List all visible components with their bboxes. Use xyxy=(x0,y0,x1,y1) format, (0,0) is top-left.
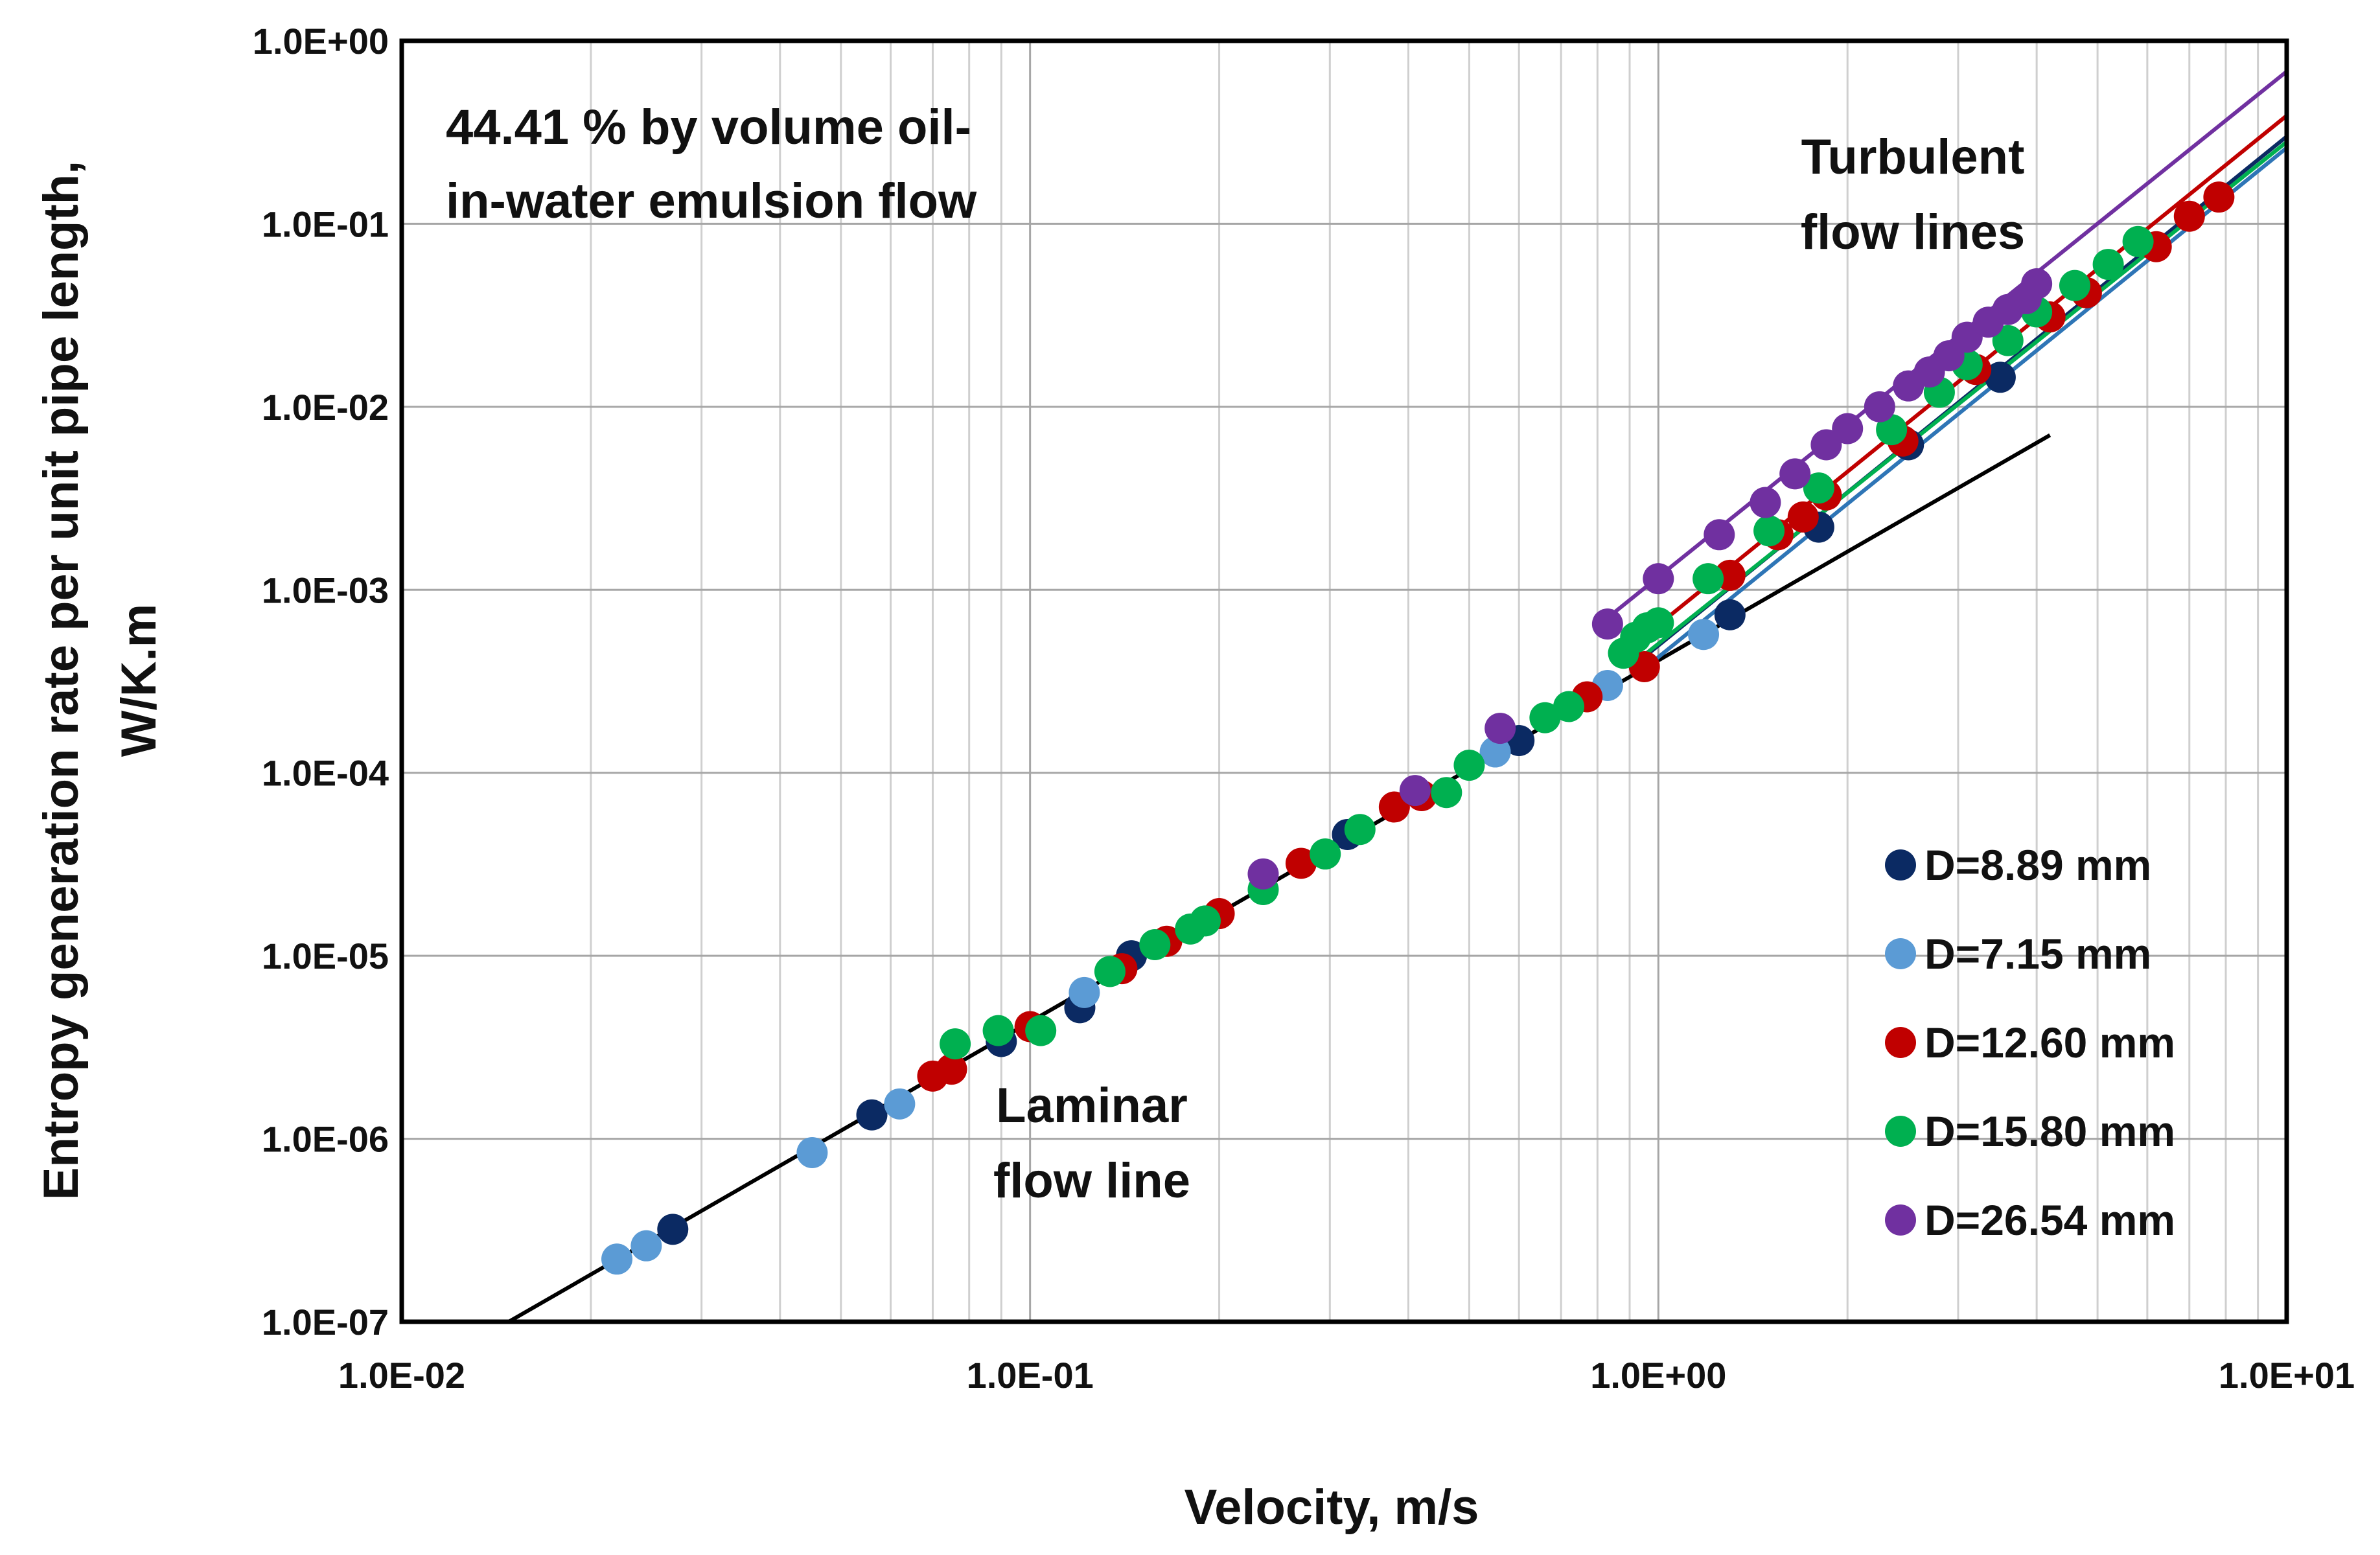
turbulent-label-line1: Turbulent xyxy=(1801,130,2025,185)
y-tick-label: 1.0E-05 xyxy=(262,936,389,976)
y-tick-label: 1.0E+00 xyxy=(253,21,389,62)
x-tick-label: 1.0E+01 xyxy=(2219,1355,2355,1396)
y-axis-title-line1: Entropy generation rate per unit pipe le… xyxy=(34,161,89,1201)
x-axis-title: Velocity, m/s xyxy=(1184,1480,1479,1535)
legend-label: D=12.60 mm xyxy=(1924,1019,2175,1066)
legend-marker xyxy=(1885,938,1916,969)
data-point-series-4 xyxy=(1803,472,1834,504)
data-point-series-3 xyxy=(1285,847,1317,879)
plot-frame xyxy=(399,38,2289,1324)
data-point-series-3 xyxy=(1787,501,1819,533)
legend-label: D=26.54 mm xyxy=(1924,1196,2175,1244)
grid xyxy=(400,41,2287,1322)
data-point-series-5 xyxy=(1399,775,1431,807)
data-point-series-5 xyxy=(1779,458,1811,490)
data-point-series-5 xyxy=(2021,268,2053,300)
y-tick-label: 1.0E-02 xyxy=(262,387,389,428)
data-point-series-3 xyxy=(936,1054,967,1085)
data-point-series-4 xyxy=(1693,563,1724,595)
data-point-series-4 xyxy=(1025,1015,1057,1046)
data-point-series-2 xyxy=(1688,619,1720,651)
y-tick-label: 1.0E-03 xyxy=(262,570,389,610)
data-points xyxy=(601,181,2235,1275)
data-point-series-1 xyxy=(856,1099,888,1131)
data-point-series-4 xyxy=(1431,777,1462,809)
y-tick-label: 1.0E-06 xyxy=(262,1119,389,1160)
data-point-series-5 xyxy=(1832,413,1864,444)
data-point-series-4 xyxy=(1643,607,1674,639)
data-point-series-4 xyxy=(1992,325,2024,356)
data-point-series-4 xyxy=(2092,249,2124,281)
data-point-series-5 xyxy=(1591,608,1623,640)
data-point-series-3 xyxy=(2173,200,2205,232)
y-tick-label: 1.0E-01 xyxy=(262,203,389,244)
chart-title-line1: 44.41 % by volume oil- xyxy=(446,100,971,155)
data-point-series-4 xyxy=(2122,225,2154,257)
legend-label: D=8.89 mm xyxy=(1924,841,2151,889)
legend-marker xyxy=(1885,1116,1916,1147)
x-tick-label: 1.0E-01 xyxy=(967,1355,1094,1396)
data-point-series-4 xyxy=(1529,702,1561,733)
fit-line xyxy=(1634,146,2288,677)
laminar-label-line2: flow line xyxy=(993,1153,1190,1208)
legend-marker xyxy=(1885,1027,1916,1058)
data-point-series-5 xyxy=(1643,563,1674,595)
legend-marker xyxy=(1885,849,1916,881)
data-point-series-1 xyxy=(1984,362,2016,393)
x-tick-label: 1.0E+00 xyxy=(1590,1355,1726,1396)
y-axis-title-line2: W/K.m xyxy=(111,604,167,757)
data-point-series-1 xyxy=(1714,599,1746,630)
data-point-series-5 xyxy=(1247,858,1279,890)
data-point-series-4 xyxy=(1876,414,1908,446)
turbulent-label-line2: flow lines xyxy=(1801,205,2025,260)
data-point-series-4 xyxy=(1189,905,1221,937)
y-tick-label: 1.0E-07 xyxy=(262,1302,389,1342)
legend-label: D=7.15 mm xyxy=(1924,930,2151,978)
data-point-series-5 xyxy=(1810,429,1842,461)
data-point-series-2 xyxy=(796,1136,828,1168)
data-point-series-4 xyxy=(982,1015,1014,1046)
data-point-series-4 xyxy=(1753,515,1785,547)
data-point-series-4 xyxy=(1310,838,1341,870)
data-point-series-4 xyxy=(1094,956,1126,987)
data-point-series-4 xyxy=(1344,814,1376,846)
data-point-series-3 xyxy=(2203,181,2235,213)
data-point-series-4 xyxy=(1139,929,1171,960)
data-point-series-5 xyxy=(1485,713,1516,744)
x-tick-label: 1.0E-02 xyxy=(338,1355,465,1396)
legend-label: D=15.80 mm xyxy=(1924,1107,2175,1155)
data-point-series-4 xyxy=(1453,750,1485,781)
data-point-series-4 xyxy=(1553,691,1584,722)
data-point-series-2 xyxy=(1479,736,1511,768)
legend: D=8.89 mm D=7.15 mm D=12.60 mm D=15.80 mm D=… xyxy=(1885,841,2175,1244)
laminar-label-line1: Laminar xyxy=(996,1078,1188,1133)
y-tick-label: 1.0E-04 xyxy=(262,753,389,794)
data-point-series-4 xyxy=(940,1028,971,1060)
data-point-series-2 xyxy=(630,1230,662,1261)
legend-marker xyxy=(1885,1204,1916,1236)
data-point-series-1 xyxy=(657,1214,689,1245)
data-point-series-5 xyxy=(1750,487,1781,518)
data-point-series-2 xyxy=(601,1243,633,1275)
data-point-series-5 xyxy=(1704,519,1735,551)
data-point-series-2 xyxy=(884,1088,916,1120)
tick-labels: 1.0E-02 1.0E-01 1.0E+00 1.0E+01 1.0E+00 1.0E-… xyxy=(253,21,2355,1396)
data-point-series-4 xyxy=(2059,270,2090,301)
data-point-series-5 xyxy=(1864,391,1895,422)
data-point-series-2 xyxy=(1069,976,1100,1008)
chart-title-line2: in-water emulsion flow xyxy=(446,174,977,229)
fit-line xyxy=(507,433,2051,1324)
data-point-series-3 xyxy=(1378,791,1410,823)
